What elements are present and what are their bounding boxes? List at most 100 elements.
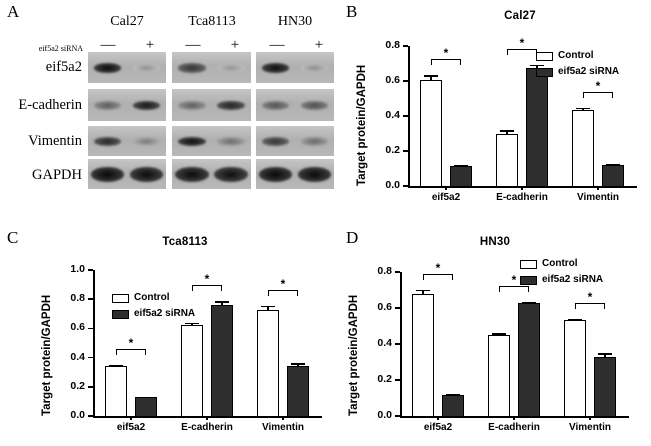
blot-title-cal27: Cal27: [110, 14, 144, 29]
blot-panel-e-cadherin-cal27: [88, 89, 166, 121]
blot-band: [93, 100, 122, 111]
legend-swatch-icon: [520, 276, 537, 285]
blot-band: [177, 137, 206, 147]
significance-bracket: [192, 285, 222, 292]
y-tick-label: 0.4: [385, 109, 400, 121]
bar-eif5a2-control: [412, 293, 434, 417]
blot-panel-eif5a2-tca8113: [172, 52, 251, 83]
blot-rowlabel-vimentin: Vimentin: [28, 133, 82, 149]
error-bar-cap: [215, 301, 229, 303]
x-tick: [130, 416, 132, 420]
blot-band: [217, 100, 246, 111]
y-tick: [403, 185, 408, 187]
y-axis: [93, 270, 95, 417]
bar-eif5a2-sirna: [442, 395, 464, 417]
blot-panel-gapdh-tca8113: [172, 159, 251, 189]
bar-vimentin-control: [572, 109, 594, 187]
error-bar: [422, 289, 424, 294]
blot-band: [132, 137, 161, 147]
y-tick: [395, 379, 400, 381]
x-tick: [206, 416, 208, 420]
x-tick-label-vimentin: Vimentin: [576, 192, 620, 203]
blot-band: [177, 63, 206, 73]
error-bar-cap: [522, 301, 536, 304]
blot-band: [297, 167, 332, 182]
y-tick: [88, 415, 93, 417]
legend-label: eif5a2 siRNA: [558, 66, 620, 77]
error-bar-cap: [598, 353, 612, 355]
error-bar-cap: [500, 130, 514, 132]
legend-swatch-icon: [112, 294, 129, 303]
blot-title-hn30: HN30: [277, 14, 313, 29]
y-tick: [395, 271, 400, 273]
x-tick: [282, 416, 284, 420]
y-tick-label: 0.6: [385, 74, 400, 86]
y-tick: [395, 343, 400, 345]
error-bar: [536, 64, 538, 69]
error-bar: [506, 130, 508, 135]
error-bar-cap: [446, 394, 460, 396]
error-bar-cap: [424, 75, 438, 77]
blot-panel-eif5a2-hn30: [256, 52, 334, 83]
blot-band: [300, 137, 329, 147]
bar-vimentin-sirna: [594, 356, 616, 417]
y-tick-label: 0.2: [70, 379, 85, 392]
blot-panel-e-cadherin-tca8113: [172, 89, 251, 121]
significance-star: *: [519, 35, 525, 50]
legend-swatch-icon: [536, 52, 553, 61]
legend-swatch-icon: [520, 260, 537, 269]
y-tick: [403, 45, 408, 47]
significance-bracket: [575, 302, 605, 309]
panel-c-letter: C: [7, 228, 19, 247]
x-tick-label-vimentin: Vimentin: [261, 422, 305, 433]
error-bar-cap: [185, 322, 199, 325]
x-tick: [589, 416, 591, 420]
bar-eif5a2-control: [105, 366, 127, 417]
bar-e-cadherin-control: [488, 335, 510, 417]
blot-panel-gapdh-cal27: [88, 159, 166, 189]
x-tick: [521, 186, 523, 190]
blot-panel-vimentin-cal27: [88, 126, 166, 156]
lane-sign-cal27-minus: —: [100, 37, 116, 53]
blot-panel-vimentin-hn30: [256, 126, 334, 156]
error-bar-cap: [576, 107, 590, 110]
legend-label: Control: [558, 50, 594, 61]
y-tick: [88, 298, 93, 300]
error-bar-cap: [261, 305, 275, 308]
y-tick-label: 0.6: [70, 321, 85, 334]
error-bar-cap: [568, 318, 582, 321]
blot-band: [261, 137, 290, 147]
bar-e-cadherin-sirna: [518, 302, 540, 417]
sirna-condition-label: eif5a2 siRNA: [38, 44, 83, 53]
panel-b-letter: B: [346, 2, 358, 21]
y-tick-label: 0.0: [70, 409, 85, 421]
blot-band: [90, 167, 125, 182]
y-axis-label: Target protein/GAPDH: [348, 294, 360, 416]
y-axis: [408, 46, 410, 187]
y-tick: [403, 150, 408, 152]
x-tick-label-eif5a2: eif5a2: [423, 422, 453, 433]
y-tick-label: 0.2: [377, 373, 392, 385]
lane-sign-hn30-minus: —: [269, 37, 285, 53]
lane-sign-hn30-plus: +: [314, 37, 324, 53]
significance-star: *: [128, 335, 134, 350]
blot-band: [214, 167, 249, 182]
legend-label: eif5a2 siRNA: [134, 308, 196, 319]
x-tick: [437, 416, 439, 420]
blot-band: [261, 63, 290, 73]
lane-sign-tca8113-plus: +: [230, 37, 240, 53]
y-tick-label: 0.8: [385, 39, 400, 51]
legend-label: eif5a2 siRNA: [542, 274, 604, 285]
y-tick: [88, 356, 93, 359]
x-tick-label-eif5a2: eif5a2: [116, 422, 146, 433]
legend-swatch-icon: [112, 310, 129, 319]
error-bar-cap: [492, 333, 506, 335]
error-bar-cap: [139, 396, 153, 399]
y-tick: [403, 115, 408, 117]
x-tick: [597, 186, 599, 190]
error-bar-cap: [530, 64, 544, 67]
significance-star: *: [587, 289, 593, 304]
